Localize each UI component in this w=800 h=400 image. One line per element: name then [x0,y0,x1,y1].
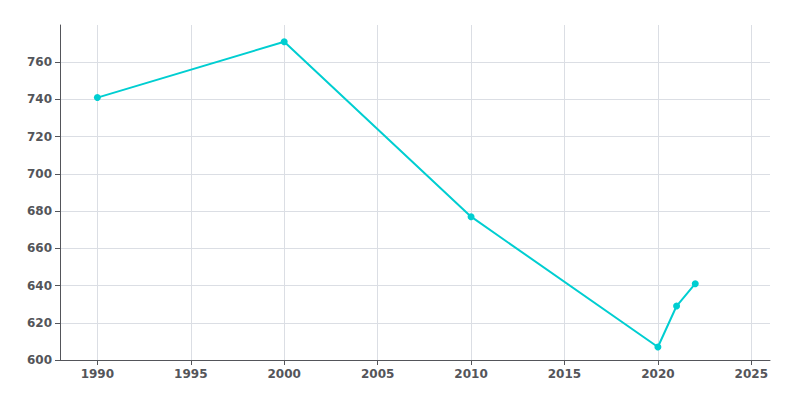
svg-text:740: 740 [27,92,52,106]
svg-text:600: 600 [27,353,52,367]
svg-text:2015: 2015 [548,367,581,381]
svg-text:640: 640 [27,279,52,293]
svg-text:2000: 2000 [268,367,301,381]
svg-text:2010: 2010 [454,367,487,381]
svg-text:700: 700 [27,167,52,181]
svg-text:680: 680 [27,204,52,218]
svg-text:2020: 2020 [641,367,674,381]
svg-text:2025: 2025 [735,367,768,381]
svg-text:660: 660 [27,241,52,255]
svg-text:1995: 1995 [174,367,207,381]
svg-text:720: 720 [27,130,52,144]
svg-text:2005: 2005 [361,367,394,381]
svg-text:620: 620 [27,316,52,330]
svg-text:1990: 1990 [81,367,114,381]
svg-text:760: 760 [27,55,52,69]
